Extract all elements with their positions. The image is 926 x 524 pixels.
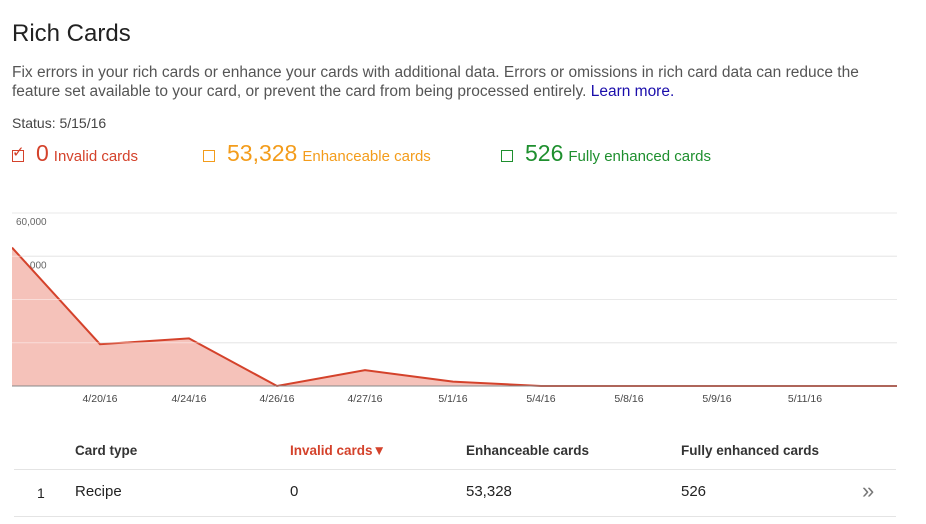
invalid-cards-area	[12, 247, 897, 386]
table-bottom-divider	[14, 516, 896, 517]
enhanceable-cards-count: 53,328	[227, 140, 298, 166]
page-title: Rich Cards	[12, 20, 131, 47]
x-tick-label: 5/11/16	[788, 393, 822, 405]
page-description: Fix errors in your rich cards or enhance…	[12, 63, 892, 101]
y-tick-label: 45,000	[16, 260, 47, 271]
fully-enhanced-cards-label: Fully enhanced cards	[568, 148, 711, 165]
x-tick-label: 4/26/16	[259, 393, 294, 405]
x-tick-label: 5/4/16	[526, 393, 555, 405]
table-divider	[14, 469, 896, 470]
learn-more-link[interactable]: Learn more.	[590, 83, 675, 100]
enhanceable-cards-checkbox[interactable]	[203, 150, 215, 162]
x-tick-label: 5/9/16	[702, 393, 731, 405]
sort-desc-icon: ▼	[372, 443, 386, 458]
x-tick-label: 5/1/16	[438, 393, 467, 405]
enhanceable-cards-toggle[interactable]: 53,328 Enhanceable cards	[203, 140, 431, 167]
invalid-cards-toggle[interactable]: ✓ 0 Invalid cards	[12, 140, 138, 167]
row-index: 1	[37, 485, 45, 501]
description-text: Fix errors in your rich cards or enhance…	[12, 64, 859, 100]
x-tick-label: 4/27/16	[347, 393, 382, 405]
invalid-cards-checkbox[interactable]: ✓	[12, 145, 25, 162]
fully-enhanced-cards-checkbox[interactable]	[501, 150, 513, 162]
row-fully-enhanced-count: 526	[681, 483, 707, 500]
y-tick-label: 60,000	[16, 217, 47, 228]
fully-enhanced-cards-count: 526	[525, 140, 564, 166]
invalid-cards-count: 0	[36, 140, 49, 166]
row-card-type[interactable]: Recipe	[75, 483, 122, 500]
row-enhanceable-count: 53,328	[466, 483, 512, 500]
status-date: Status: 5/15/16	[12, 115, 107, 131]
header-card-type[interactable]: Card type	[75, 443, 138, 458]
header-invalid-cards-label: Invalid cards	[290, 443, 373, 458]
header-fully-enhanced-cards[interactable]: Fully enhanced cards	[681, 443, 820, 458]
x-tick-label: 4/20/16	[82, 393, 117, 405]
card-filter-toggles: ✓ 0 Invalid cards 53,328 Enhanceable car…	[12, 140, 892, 170]
row-details-chevron-icon[interactable]: »	[862, 478, 874, 503]
header-enhanceable-cards[interactable]: Enhanceable cards	[466, 443, 590, 458]
x-tick-label: 4/24/16	[171, 393, 206, 405]
checkmark-icon: ✓	[12, 144, 25, 161]
invalid-cards-label: Invalid cards	[53, 148, 139, 165]
invalid-cards-chart: 60,00045,00030,00015,0004/20/164/24/164/…	[12, 212, 897, 405]
fully-enhanced-cards-toggle[interactable]: 526 Fully enhanced cards	[501, 140, 711, 167]
x-tick-label: 5/8/16	[614, 393, 643, 405]
header-invalid-cards[interactable]: Invalid cards▼	[290, 443, 386, 458]
enhanceable-cards-label: Enhanceable cards	[302, 148, 431, 165]
row-invalid-count: 0	[290, 483, 299, 500]
